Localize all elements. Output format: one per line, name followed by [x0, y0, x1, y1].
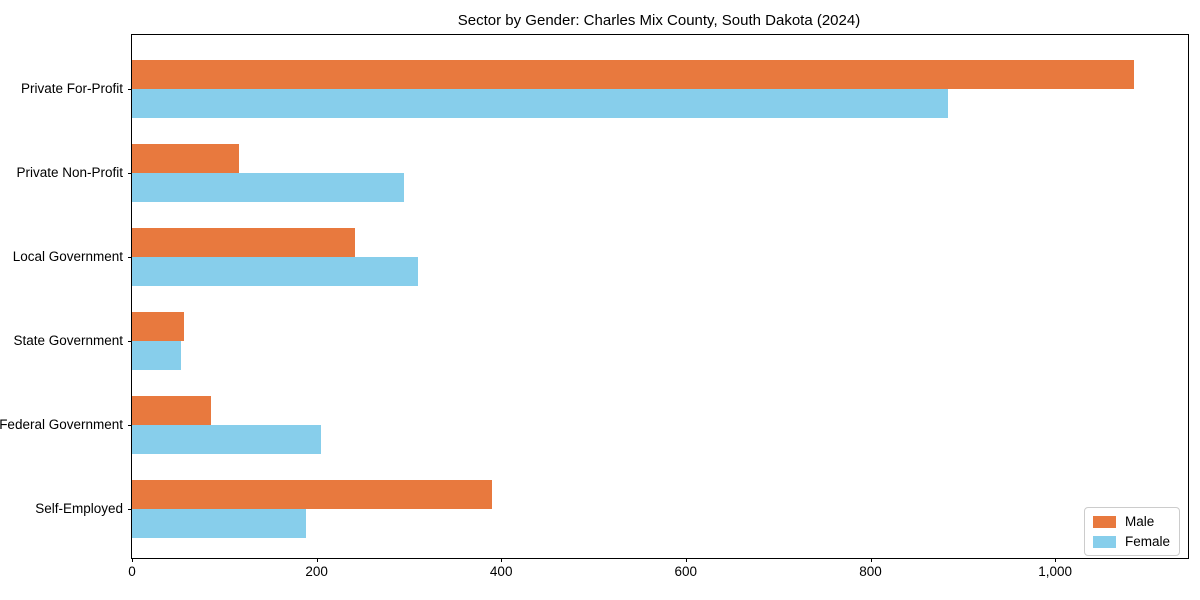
y-axis-label: Self-Employed: [35, 501, 123, 516]
y-axis-label: Private Non-Profit: [16, 165, 123, 180]
x-tick-label: 400: [489, 564, 513, 579]
bar-male: [132, 396, 212, 425]
bar-female: [132, 509, 306, 538]
x-tick-label: 200: [305, 564, 328, 579]
legend-label-female: Female: [1124, 534, 1170, 549]
x-tick-mark: [316, 558, 318, 562]
y-axis-label: State Government: [13, 333, 123, 348]
bar-female: [132, 173, 405, 202]
bar-female: [132, 341, 181, 370]
y-axis-label: Private For-Profit: [20, 81, 123, 96]
legend-swatch-male: [1092, 515, 1116, 528]
y-tick-mark: [128, 509, 132, 510]
x-tick-mark: [870, 558, 872, 562]
x-tick-label: 0: [128, 564, 136, 579]
y-tick-mark: [128, 257, 132, 258]
legend-row-male: Male: [1092, 514, 1170, 529]
chart-title: Sector by Gender: Charles Mix County, So…: [457, 12, 861, 29]
bar-male: [132, 480, 492, 509]
y-axis-label: Local Government: [12, 249, 123, 264]
x-tick-label: 1,000: [1038, 564, 1072, 579]
x-tick-mark: [132, 558, 133, 562]
x-tick-mark: [1055, 558, 1057, 562]
legend: Male Female: [1083, 507, 1180, 556]
legend-label-male: Male: [1124, 514, 1155, 529]
y-tick-mark: [128, 341, 132, 342]
bar-male: [132, 312, 184, 341]
bar-male: [132, 60, 1134, 89]
bar-female: [132, 89, 948, 118]
x-tick-label: 600: [674, 564, 698, 579]
bar-female: [132, 257, 419, 286]
y-tick-mark: [128, 173, 132, 174]
x-tick-mark: [685, 558, 687, 562]
x-tick-label: 800: [859, 564, 882, 579]
bar-male: [132, 228, 356, 257]
legend-row-female: Female: [1092, 534, 1170, 549]
y-axis-label: Federal Government: [0, 417, 123, 432]
plot-area: Private For-Profit Private Non-Profit Loca…: [0, 34, 1189, 579]
y-tick-mark: [128, 89, 132, 90]
x-tick-mark: [501, 558, 503, 562]
bar-female: [132, 425, 322, 454]
legend-swatch-female: [1092, 535, 1116, 548]
bar-male: [132, 144, 240, 173]
y-tick-mark: [128, 425, 132, 426]
